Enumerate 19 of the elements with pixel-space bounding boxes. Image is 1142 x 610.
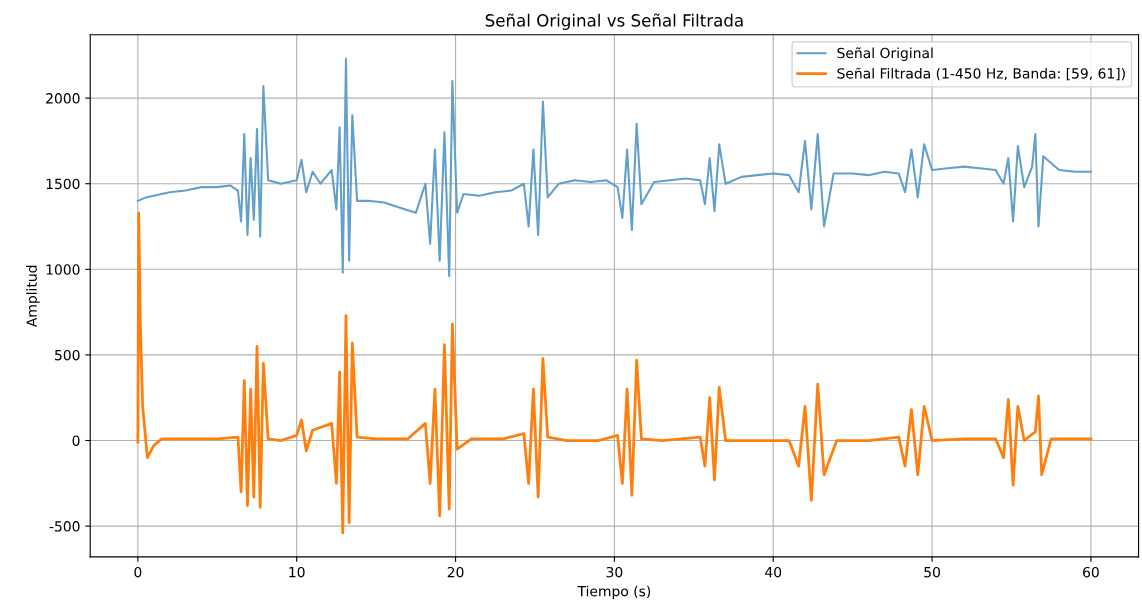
x-axis-title: Tiempo (s) bbox=[577, 585, 651, 600]
x-tick-label: 0 bbox=[134, 566, 142, 578]
y-tick-label: 0 bbox=[72, 435, 80, 446]
x-tick-label: 60 bbox=[1083, 566, 1099, 578]
x-tick-label: 20 bbox=[447, 566, 464, 578]
legend-label: Señal Original bbox=[837, 47, 933, 61]
line-series bbox=[136, 211, 1093, 535]
y-tick-label: -500 bbox=[49, 521, 80, 532]
y-tick-label: 500 bbox=[55, 349, 80, 361]
x-tick-label: 40 bbox=[765, 566, 782, 578]
x-tick-label: 30 bbox=[606, 566, 623, 578]
chart-title: Señal Original vs Señal Filtrada bbox=[485, 13, 743, 30]
y-tick-label: 2000 bbox=[46, 93, 80, 104]
x-tick-label: 10 bbox=[289, 566, 305, 578]
y-axis-title: Amplitud bbox=[26, 265, 40, 328]
y-tick-label: 1000 bbox=[46, 264, 80, 275]
y-tick-label: 1500 bbox=[46, 178, 80, 190]
x-tick-label: 50 bbox=[924, 566, 940, 578]
legend-label: Señal Filtrada (1-450 Hz, Banda: [59, 61]) bbox=[837, 67, 1125, 81]
